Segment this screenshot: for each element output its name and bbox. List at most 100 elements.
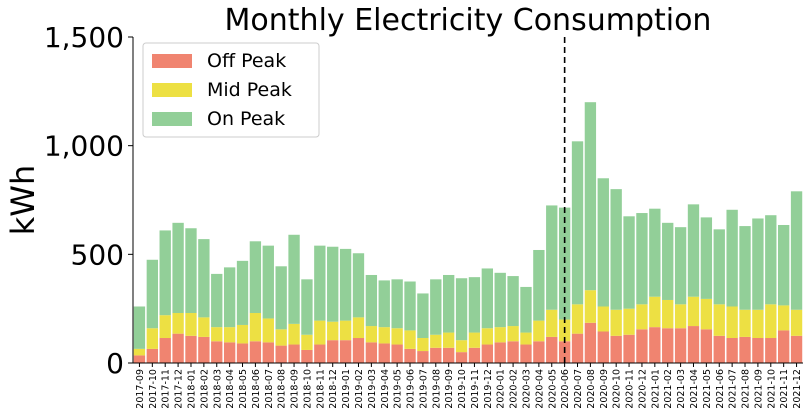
x-tick-label-2021-12: 2021-12	[792, 369, 803, 409]
bar-on-peak-2018-03	[211, 273, 223, 328]
x-tick-label-2020-08: 2020-08	[586, 369, 597, 409]
bar-off-peak-2021-05	[700, 329, 713, 363]
x-tick-label-2021-10: 2021-10	[766, 369, 777, 409]
x-tick-label-2019-06: 2019-06	[406, 369, 417, 409]
bar-on-peak-2020-03	[520, 286, 532, 333]
bar-mid-peak-2020-12	[636, 304, 648, 330]
bar-on-peak-2019-01	[339, 248, 352, 321]
bar-off-peak-2020-10	[610, 335, 622, 363]
bar-off-peak-2020-07	[571, 333, 584, 363]
bar-off-peak-2018-02	[198, 336, 210, 363]
bar-mid-peak-2019-09	[443, 332, 455, 348]
bar-off-peak-2018-03	[211, 341, 223, 363]
bar-on-peak-2021-05	[700, 217, 713, 299]
bar-on-peak-2021-09	[752, 218, 764, 310]
x-tick-label-2019-01: 2019-01	[341, 369, 352, 409]
x-tick-label-2018-11: 2018-11	[315, 369, 326, 409]
bar-off-peak-2018-01	[185, 335, 197, 363]
bar-off-peak-2021-11	[778, 330, 790, 363]
x-tick-label-2019-04: 2019-04	[380, 369, 391, 409]
bar-off-peak-2019-07	[417, 351, 429, 363]
x-tick-label-2018-08: 2018-08	[277, 369, 288, 409]
y-tick-label: 0	[106, 347, 124, 380]
bar-off-peak-2017-10	[146, 348, 158, 363]
x-tick-label-2020-09: 2020-09	[599, 369, 610, 409]
x-tick-label-2021-11: 2021-11	[779, 369, 790, 409]
x-tick-label-2018-03: 2018-03	[212, 369, 223, 409]
bar-off-peak-2021-07	[726, 338, 738, 363]
x-tick-label-2019-07: 2019-07	[418, 369, 429, 409]
x-tick-label-2021-04: 2021-04	[689, 369, 700, 409]
bar-on-peak-2019-02	[352, 253, 365, 318]
bar-on-peak-2018-09	[288, 234, 300, 324]
legend-swatch-mid-peak	[152, 83, 192, 97]
bar-mid-peak-2018-01	[185, 313, 197, 336]
bar-off-peak-2018-09	[288, 344, 300, 363]
bar-on-peak-2021-11	[778, 224, 790, 306]
bar-mid-peak-2020-09	[597, 306, 609, 332]
x-tick-label-2018-06: 2018-06	[251, 369, 262, 409]
bar-on-peak-2021-04	[687, 204, 700, 297]
bar-mid-peak-2020-10	[610, 309, 622, 336]
x-tick-label-2020-12: 2020-12	[637, 369, 648, 409]
bar-on-peak-2018-02	[198, 239, 210, 318]
bar-on-peak-2021-12	[790, 191, 803, 310]
bar-mid-peak-2019-03	[365, 326, 378, 343]
bar-mid-peak-2018-09	[288, 323, 300, 345]
x-tick-label-2017-10: 2017-10	[148, 369, 159, 409]
legend-label-mid-peak: Mid Peak	[207, 79, 292, 101]
x-tick-label-2019-09: 2019-09	[444, 369, 455, 409]
bar-on-peak-2018-01	[185, 228, 197, 314]
bar-mid-peak-2019-01	[339, 320, 352, 341]
bar-on-peak-2020-12	[636, 213, 648, 305]
bar-on-peak-2020-02	[507, 276, 519, 327]
bar-mid-peak-2021-09	[752, 309, 764, 338]
bar-on-peak-2019-07	[417, 293, 429, 338]
bar-on-peak-2019-06	[404, 281, 416, 331]
x-tick-label-2018-04: 2018-04	[225, 369, 236, 409]
x-tick-label-2020-01: 2020-01	[496, 369, 507, 409]
legend-label-off-peak: Off Peak	[207, 50, 286, 72]
bar-mid-peak-2020-03	[520, 332, 532, 345]
x-tick-label-2017-09: 2017-09	[135, 369, 146, 409]
y-axis-label: kWh	[4, 165, 42, 235]
bar-on-peak-2020-10	[610, 189, 622, 310]
x-tick-label-2020-10: 2020-10	[612, 369, 623, 409]
x-tick-label-2018-01: 2018-01	[186, 369, 197, 409]
x-tick-label-2018-09: 2018-09	[290, 369, 301, 409]
bar-off-peak-2018-04	[223, 342, 236, 363]
x-tick-label-2019-05: 2019-05	[393, 369, 404, 409]
x-tick-label-2018-05: 2018-05	[238, 369, 249, 409]
x-tick-label-2019-11: 2019-11	[470, 369, 481, 409]
x-tick-label-2019-12: 2019-12	[483, 369, 494, 409]
bar-off-peak-2019-10	[455, 352, 468, 363]
bar-mid-peak-2020-04	[533, 320, 545, 342]
x-tick-label-2017-12: 2017-12	[174, 369, 185, 409]
bar-off-peak-2017-12	[172, 333, 184, 363]
x-tick-label-2020-06: 2020-06	[560, 369, 571, 409]
bar-off-peak-2020-05	[546, 336, 558, 363]
x-tick-label-2018-02: 2018-02	[199, 369, 210, 409]
bar-mid-peak-2020-11	[623, 308, 635, 335]
bar-off-peak-2021-09	[752, 338, 764, 363]
bar-on-peak-2019-12	[481, 268, 493, 329]
bar-on-peak-2019-04	[378, 280, 390, 328]
bar-on-peak-2021-06	[713, 229, 725, 305]
x-tick-label-2020-11: 2020-11	[625, 369, 636, 409]
bar-mid-peak-2017-09	[133, 348, 146, 356]
bar-on-peak-2021-03	[674, 227, 687, 305]
bar-mid-peak-2019-04	[378, 327, 390, 344]
bar-on-peak-2020-04	[533, 249, 545, 321]
x-tick-label-2020-04: 2020-04	[534, 369, 545, 409]
bar-off-peak-2019-05	[391, 344, 403, 363]
bar-on-peak-2021-10	[765, 215, 777, 305]
bar-on-peak-2021-01	[649, 208, 661, 297]
bar-mid-peak-2018-07	[262, 318, 274, 343]
bar-off-peak-2020-04	[533, 341, 545, 363]
bar-off-peak-2019-09	[443, 347, 455, 363]
bar-on-peak-2017-11	[159, 230, 171, 316]
x-tick-label-2021-03: 2021-03	[676, 369, 687, 409]
bar-mid-peak-2019-11	[468, 332, 481, 348]
bar-mid-peak-2018-03	[211, 327, 223, 342]
